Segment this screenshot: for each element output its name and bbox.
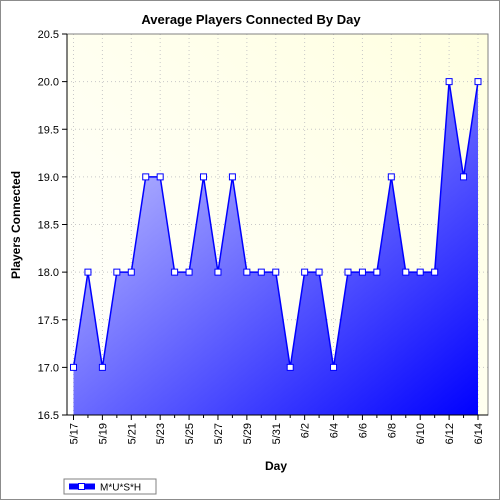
data-point [243,268,251,276]
data-point [387,173,395,181]
y-axis: 16.5 17.0 17.5 18.0 18.5 19.0 19.5 20.0 20.5 [38,29,68,422]
x-tick-label: 6/10 [415,423,427,444]
data-point [142,173,150,181]
y-tick-label: 20.5 [38,29,59,41]
data-point [171,268,179,276]
data-point [315,268,323,276]
x-tick-label: 5/31 [271,423,283,444]
data-point [200,173,208,181]
x-tick-label: 6/4 [329,423,341,438]
data-point [373,268,381,276]
x-tick-label: 5/23 [155,423,167,444]
chart-title: Average Players Connected By Day [141,12,361,27]
data-point [402,268,410,276]
data-point [257,268,265,276]
x-tick-label: 5/27 [213,423,225,444]
data-point [460,173,468,181]
x-tick-label: 6/12 [444,423,456,444]
data-point [228,173,236,181]
y-tick-label: 17.5 [38,315,59,327]
data-point [156,173,164,181]
x-tick-label: 5/19 [97,423,109,444]
y-axis-label: Players Connected [9,171,23,279]
data-point [445,78,453,86]
x-tick-label: 6/14 [473,423,485,444]
y-tick-label: 16.5 [38,410,59,422]
data-point [98,363,106,371]
data-point [84,268,92,276]
legend: M*U*S*H [63,478,157,495]
legend-box [63,478,157,495]
x-tick-label: 6/6 [357,423,369,438]
y-tick-label: 18.5 [38,220,59,232]
data-point [301,268,309,276]
data-point [416,268,424,276]
data-point [358,268,366,276]
x-axis-label: Day [265,459,287,473]
data-point [127,268,135,276]
x-tick-label: 5/25 [184,423,196,444]
data-point [185,268,193,276]
data-point [330,363,338,371]
data-point [474,78,482,86]
data-point [272,268,280,276]
data-point [286,363,294,371]
x-axis: 5/17 5/19 5/21 5/23 5/25 5/27 5/29 5/31 6/2 6/4 6/… [67,414,488,444]
x-tick-label: 5/17 [69,423,81,444]
y-tick-label: 19.0 [38,172,59,184]
legend-marker [78,483,85,490]
data-point [431,268,439,276]
y-tick-label: 20.0 [38,77,59,89]
series-markers [70,78,482,371]
x-tick-label: 6/8 [386,423,398,438]
data-point [113,268,121,276]
x-tick-label: 5/21 [126,423,138,444]
x-tick-label: 5/29 [242,423,254,444]
series-area-fill [73,81,478,415]
data-point [344,268,352,276]
data-point [70,363,77,371]
legend-label: M*U*S*H [100,483,141,494]
x-tick-label: 6/2 [300,423,312,438]
y-tick-label: 17.0 [38,362,59,374]
data-point [214,268,222,276]
y-tick-label: 18.0 [38,267,59,279]
y-tick-label: 19.5 [38,124,59,136]
